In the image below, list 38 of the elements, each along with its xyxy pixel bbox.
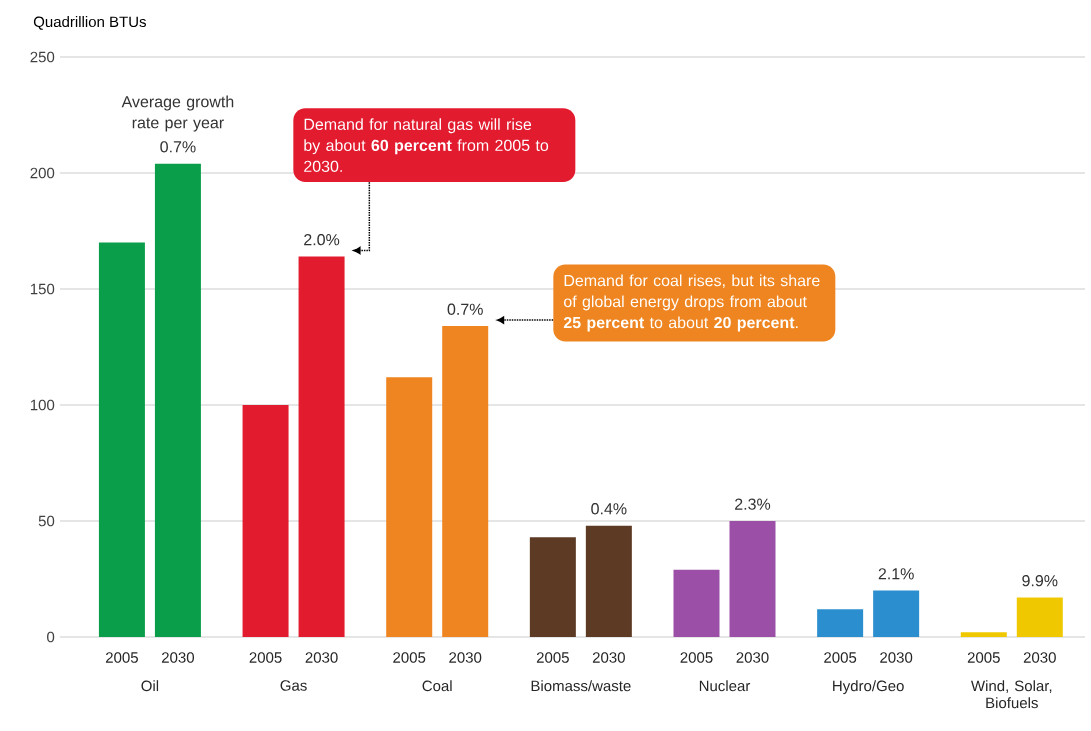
text: 2030 xyxy=(449,652,482,663)
annotation: 2.3% xyxy=(735,498,771,510)
y-tick-label: 200 xyxy=(30,167,55,179)
text: 2030 xyxy=(592,652,625,663)
x-tick-label: Biomass/waste xyxy=(531,680,631,692)
annotation: Demand for coal rises, but its share of global energy drops from about 25 percent to about 20 percent. xyxy=(563,274,820,332)
x-tick-label: Oil xyxy=(141,680,159,692)
text: 2030 xyxy=(736,652,769,663)
y-tick-label: 150 xyxy=(30,283,55,295)
x-tick-label: Gas xyxy=(280,680,307,691)
annotation: 0.4% xyxy=(591,503,627,515)
x-tick-label: Coal xyxy=(422,680,452,692)
text: 2030 xyxy=(305,652,338,663)
y-tick-label: 50 xyxy=(38,515,55,527)
text: 2030 xyxy=(880,652,913,663)
annotation: 2.0% xyxy=(304,233,340,246)
y-tick-label: 100 xyxy=(30,399,55,411)
text: 2005 xyxy=(249,652,282,663)
y-tick-label: 250 xyxy=(30,51,55,63)
annotation: 2.1% xyxy=(878,568,914,580)
text: Demand for natural gas will rise by about 60 percent from 2005 to 2030. xyxy=(304,118,549,173)
annotation: 0.7% xyxy=(447,303,483,315)
annotation: 9.9% xyxy=(1022,575,1058,587)
text: 2005 xyxy=(967,652,1000,663)
series-label: 2030 xyxy=(161,652,195,663)
y-axis-title: Quadrillion BTUs xyxy=(33,16,146,30)
x-tick-label: Wind, Solar, Biofuels xyxy=(970,680,1052,709)
x-tick-label: Hydro/Geo xyxy=(833,680,904,695)
text: 2005 xyxy=(680,652,713,663)
x-tick-label: Nuclear xyxy=(699,680,751,692)
text: 2005 xyxy=(393,652,426,663)
annotation: Average growth rate per year xyxy=(121,95,234,132)
text: 2005 xyxy=(824,652,857,663)
series-label: 2005 xyxy=(105,652,138,663)
y-tick-label: 0 xyxy=(47,631,55,643)
text: 2005 xyxy=(536,652,569,663)
text: 2030 xyxy=(1023,652,1056,663)
annotation: 0.7% xyxy=(160,141,196,153)
